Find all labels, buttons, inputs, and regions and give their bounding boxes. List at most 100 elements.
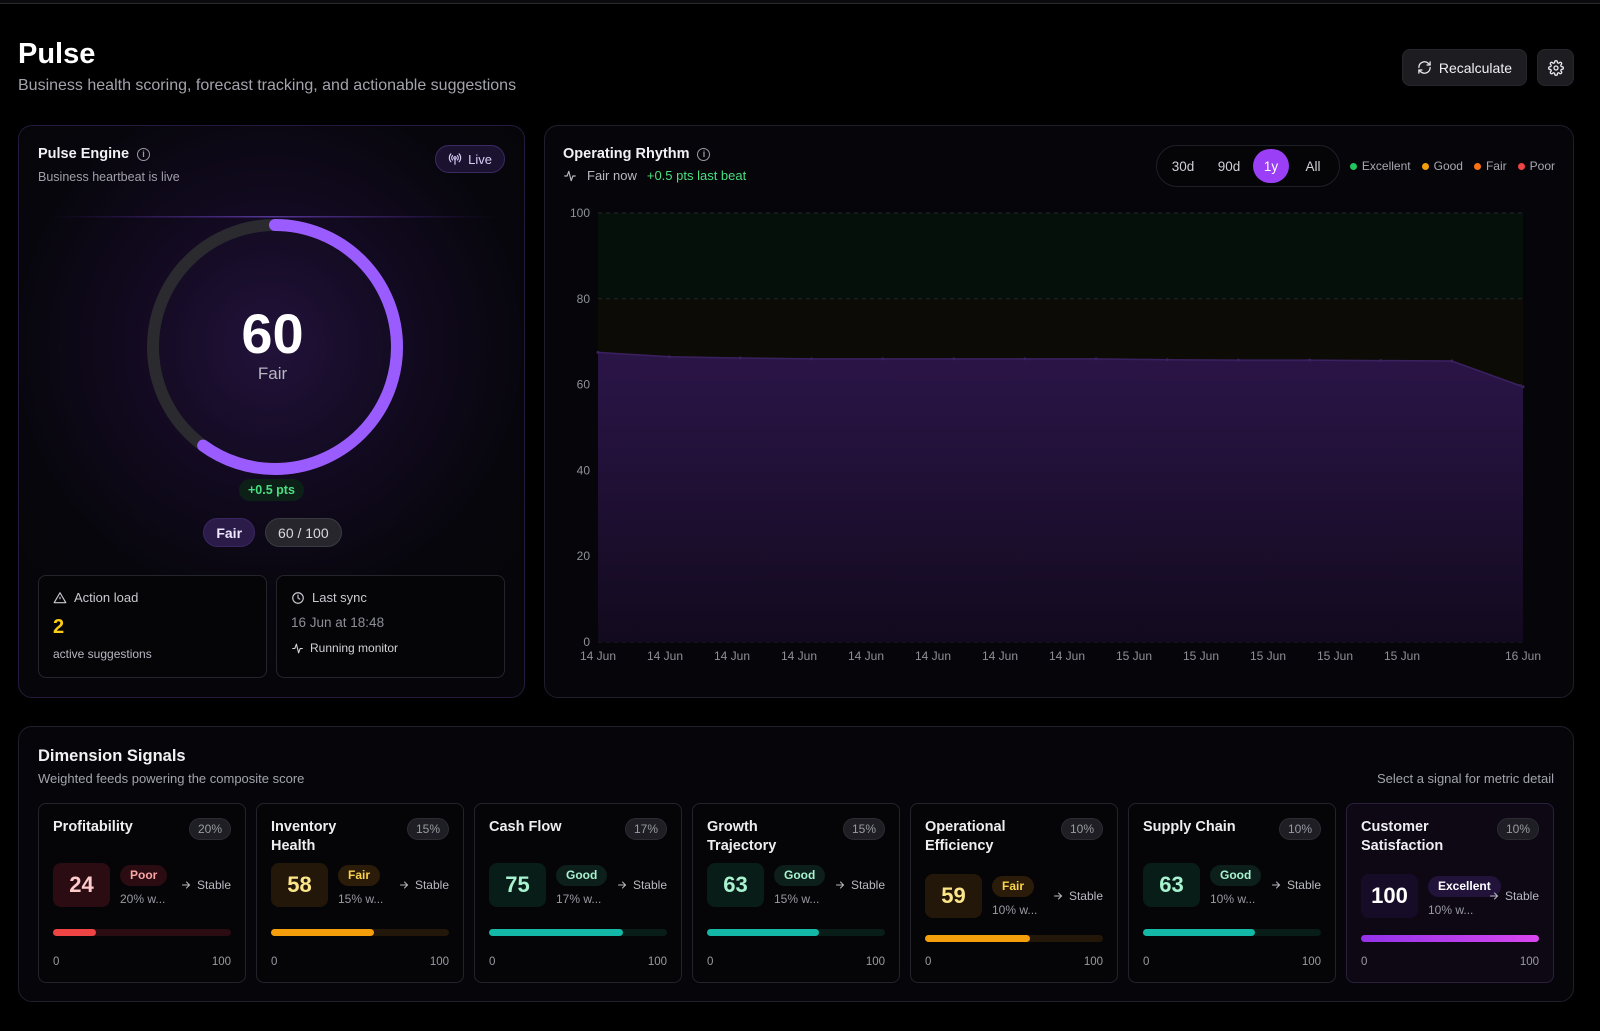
signal-trend: Stable [398,878,449,892]
signal-card-supply-chain[interactable]: Supply Chain 10% 63 Good 10% w... Stable 0 100 [1128,803,1336,983]
signal-card-cash-flow[interactable]: Cash Flow 17% 75 Good 17% w... Stable 0 100 [474,803,682,983]
signal-score: 100 [1361,874,1418,918]
legend-label: Poor [1529,159,1555,173]
data-point [1308,358,1312,362]
signal-score-row: 58 Fair 15% w... Stable [271,863,449,907]
x-tick-label: 14 Jun [848,649,884,663]
x-tick-label: 14 Jun [714,649,750,663]
data-point [1450,359,1454,363]
signal-scale: 0 100 [489,956,667,968]
signal-trend-label: Stable [632,878,667,892]
legend-item-fair: Fair [1473,159,1507,173]
signal-weight: 20% [188,818,231,840]
top-divider [0,0,1600,4]
x-tick-label: 16 Jun [1505,649,1541,663]
range-30d[interactable]: 30d [1171,158,1195,174]
signal-card-growth-trajectory[interactable]: Growth Trajectory 15% 63 Good 15% w... Stable… [692,803,900,983]
chart-legend: Excellent Good Fair Poor [1349,159,1555,173]
signal-card-customer-satisfaction[interactable]: Customer Satisfaction 10% 100 Excellent 10% … [1346,803,1554,983]
range-1y[interactable]: 1y [1253,149,1289,183]
x-tick-label: 15 Jun [1250,649,1286,663]
refresh-icon [1418,61,1431,74]
dimension-signals-card: Dimension Signals Weighted feeds powerin… [18,726,1574,1002]
score-value: 60 [241,302,304,365]
page-subtitle: Business health scoring, forecast tracki… [18,77,517,94]
legend-dot [1421,162,1429,170]
recalculate-button[interactable]: Recalculate [1401,49,1527,86]
data-point [809,357,813,361]
range-90d[interactable]: 90d [1217,158,1241,174]
signal-name: Growth Trajectory [707,819,777,854]
y-tick-label: 100 [570,206,590,220]
data-point [596,350,600,354]
y-tick-label: 20 [577,549,591,563]
signals-row: Profitability 20% 24 Poor 20% w... Stable 0 100… [38,803,1554,983]
range-all[interactable]: All [1305,158,1321,174]
score-gauge [147,219,403,475]
settings-button[interactable] [1537,49,1574,86]
signal-progress-track [53,929,231,936]
signal-score-row: 75 Good 17% w... Stable [489,863,667,907]
x-tick-label: 14 Jun [647,649,683,663]
page-title: Pulse [18,38,96,70]
warning-icon [53,591,67,603]
signal-score-row: 59 Fair 10% w... Stable [925,874,1103,918]
info-icon[interactable]: i [137,147,151,161]
signal-trend: Stable [1052,889,1103,903]
rhythm-status: Fair now +0.5 pts last beat [563,168,746,183]
score-pill: 60 / 100 [265,518,342,547]
signal-trend: Stable [616,878,667,892]
signal-progress-fill [925,935,1031,942]
signal-weight: 10% [1496,818,1539,840]
x-tick-label: 15 Jun [1183,649,1219,663]
x-tick-label: 15 Jun [1116,649,1152,663]
data-point [881,357,885,361]
data-point [1094,357,1098,361]
arrow-right-icon [617,881,627,889]
signal-progress-fill [707,929,820,936]
rhythm-title: Operating Rhythm [563,146,690,162]
signal-score: 63 [707,863,764,907]
data-point [1379,359,1383,363]
signal-progress-track [1361,935,1539,942]
info-icon[interactable]: i [697,147,711,161]
scale-min: 0 [271,956,278,968]
signal-trend-label: Stable [196,878,231,892]
signal-card-operational-efficiency[interactable]: Operational Efficiency 10% 59 Fair 10% w... S… [910,803,1118,983]
legend-item-excellent: Excellent [1349,159,1411,173]
last-beat-delta: +0.5 pts last beat [646,168,747,183]
signals-hint: Select a signal for metric detail [1376,771,1554,786]
signal-rating-badge: Good [556,864,608,886]
legend-dot [1517,162,1525,170]
scale-min: 0 [489,956,496,968]
y-tick-label: 60 [577,378,591,392]
score-rating: Fair [257,364,288,383]
signal-progress-fill [271,929,375,936]
live-label: Live [468,151,492,167]
signal-card-profitability[interactable]: Profitability 20% 24 Poor 20% w... Stable 0 100 [38,803,246,983]
legend-item-poor: Poor [1517,159,1555,173]
signal-name: Operational Efficiency [925,819,1006,854]
status-now: Fair now [587,168,637,183]
header-actions: Recalculate [1401,49,1574,86]
signal-rating-badge: Good [1210,864,1262,886]
last-sync-title: Last sync [312,590,367,605]
scale-min: 0 [1361,956,1368,968]
signal-score-row: 63 Good 15% w... Stable [707,863,885,907]
signal-card-inventory-health[interactable]: Inventory Health 15% 58 Fair 15% w... Stable 0… [256,803,464,983]
legend-label: Good [1433,159,1463,173]
rhythm-chart: 0 20 40 60 80 100 14 Jun 14 Jun 14 Jun 14 Jun 14 J… [570,206,1541,663]
signal-score: 24 [53,863,110,907]
range-selector: 30d 90d 1y All [1156,145,1340,187]
signal-score: 75 [489,863,546,907]
signal-progress-fill [1143,929,1256,936]
pulse-engine-card: Pulse Engine i Business heartbeat is liv… [18,125,525,698]
page-header: Pulse Business health scoring, forecast … [18,38,1574,98]
signal-progress-fill [1361,935,1539,942]
data-point [738,356,742,360]
signal-trend: Stable [834,878,885,892]
signal-rating-badge: Fair [338,864,381,886]
legend-label: Fair [1485,159,1507,173]
scale-max: 100 [865,956,885,968]
signal-weight: 17% [624,818,667,840]
